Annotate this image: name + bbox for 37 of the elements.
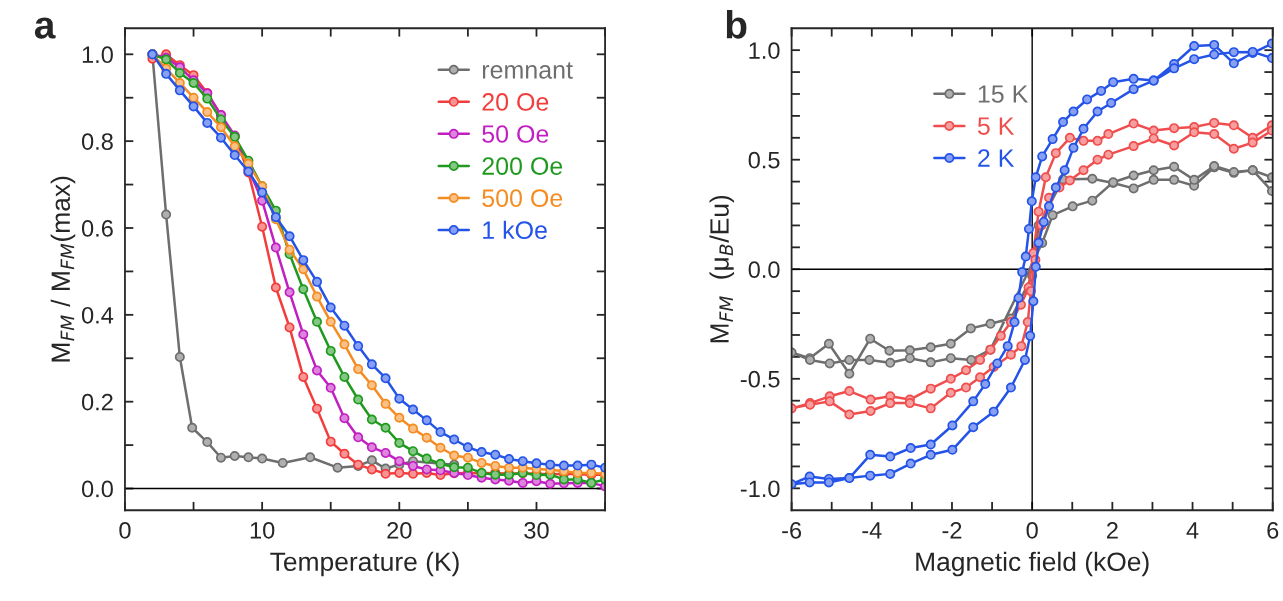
x-tick-label: 10 [250,521,275,539]
y-tick-label: 0.5 [748,151,780,169]
legend-label: 2 K [978,149,1015,167]
y-tick-label: 0.0 [748,261,780,279]
y-tick-label: 0.0 [81,480,113,498]
legend-label: 15 K [978,85,1029,103]
x-axis-title: Magnetic field (kOe) [916,551,1149,577]
y-axis-title: M$_{FM}$ (μ$_{B}$/Eu) [709,195,735,343]
legend-label: 500 Oe [482,189,563,207]
y-tick-label: 0.8 [81,133,113,150]
chart-title: b [726,10,747,39]
y-tick-label: 0.2 [81,393,113,411]
x-tick-label: -4 [862,522,882,539]
y-tick-label: 1.0 [749,42,780,59]
y-tick-label: 1.0 [82,46,113,64]
chart-title: a [34,17,56,39]
x-tick-label: 6 [1267,521,1279,539]
x-tick-label: 2 [1106,521,1118,539]
x-tick-label: -6 [782,521,802,539]
y-axis-title: M$_{FM}$ / M$_{FM}$(max) [50,176,76,362]
legend-label: 1 kOe [483,220,547,240]
x-tick-label: 0 [119,521,131,539]
legend-label: 5 K [977,117,1015,135]
legend-label: 20 Oe [482,93,549,111]
x-tick-label: 4 [1186,522,1199,539]
y-tick-label: 0.6 [81,220,113,237]
x-tick-label: 0 [1026,521,1038,539]
x-axis-title: Temperature (K) [270,551,459,577]
y-tick-label: -1.0 [740,480,780,498]
y-tick-label: 0.4 [81,306,114,324]
x-tick-label: 20 [387,521,412,539]
x-tick-label: 30 [524,521,549,539]
legend-label: 50 Oe [482,125,549,143]
y-tick-label: -0.5 [740,370,780,388]
legend-label: remnant [482,62,573,79]
legend-label: 200 Oe [482,157,563,175]
x-tick-label: -2 [942,521,962,539]
